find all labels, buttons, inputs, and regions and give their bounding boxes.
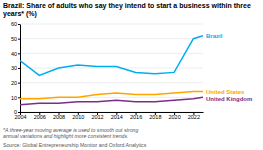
source: Source: Global Entrepreneurship Monitor … [3,142,147,148]
y-tick-mark [18,97,20,98]
x-tick: 2022 [188,112,200,120]
y-tick-label: 40 [11,51,17,57]
line [20,36,203,76]
y-tick-mark [18,39,20,40]
x-tick-label: 2010 [72,114,84,120]
grid [20,24,203,112]
x-tick-label: 2022 [188,114,200,120]
y-tick: 40 [11,51,20,57]
y-tick-label: 0 [14,109,17,115]
y-tick-label: 20 [11,80,17,86]
grid-line [20,82,203,83]
grid-line [20,112,203,113]
line-labels: Brazil United StatesUnited Kingdom [206,33,252,102]
line [20,91,203,98]
line-label: United States [206,89,245,95]
footnote-line: annual variations and highlight more con… [3,133,128,139]
y-tick-mark [18,112,20,113]
x-tick-label: 2016 [130,114,142,120]
chart: Brazil: Share of adults who say they int… [0,0,263,150]
footnote: *A three-year moving average is used to … [3,127,138,139]
grid-line [20,24,203,25]
x-tick: 2014 [111,112,123,120]
title-line: Brazil: Share of adults who say they int… [3,2,251,10]
x-axis-line [21,112,204,113]
x-tick: 2020 [168,112,180,120]
x-tick: 2008 [53,112,65,120]
y-tick-label: 30 [11,65,17,71]
footnote-line: *A three-year moving average is used to … [3,127,138,133]
y-tick-label: 50 [11,36,17,42]
plot: 2004200620082010201220142016201820202022… [11,21,252,120]
x-tick: 2012 [91,112,103,120]
y-tick: 0 [14,109,20,115]
y-tick: 60 [11,21,20,27]
line-label: United Kingdom [206,96,252,102]
x-tick-label: 2012 [91,114,103,120]
x-tick-label: 2006 [34,114,46,120]
x-tick: 2006 [34,112,46,120]
x-tick: 2018 [149,112,161,120]
y-tick: 20 [11,80,20,86]
y-tick-mark [18,24,20,25]
y-tick: 10 [11,95,20,101]
y-tick: 30 [11,65,20,71]
grid-line [20,68,203,69]
y-tick-label: 60 [11,21,17,27]
title-line: years* (%) [3,10,37,18]
x-tick-label: 2014 [111,114,123,120]
title: Brazil: Share of adults who say they int… [3,2,251,18]
y-tick-label: 10 [11,95,17,101]
x-tick-label: 2008 [53,114,65,120]
x-axis: 2004200620082010201220142016201820202022 [14,112,203,120]
line-label: Brazil [206,33,223,39]
y-tick: 50 [11,36,20,42]
x-tick: 2016 [130,112,142,120]
y-tick-mark [18,83,20,84]
lines [20,36,203,105]
y-tick-mark [18,68,20,69]
line [20,97,203,104]
x-tick: 2010 [72,112,84,120]
x-tick-label: 2020 [168,114,180,120]
x-tick-label: 2018 [149,114,161,120]
y-axis: 0 10 20 30 40 50 60 [11,21,21,115]
y-tick-mark [18,53,20,54]
grid-line [20,38,203,39]
grid-line [20,53,203,54]
